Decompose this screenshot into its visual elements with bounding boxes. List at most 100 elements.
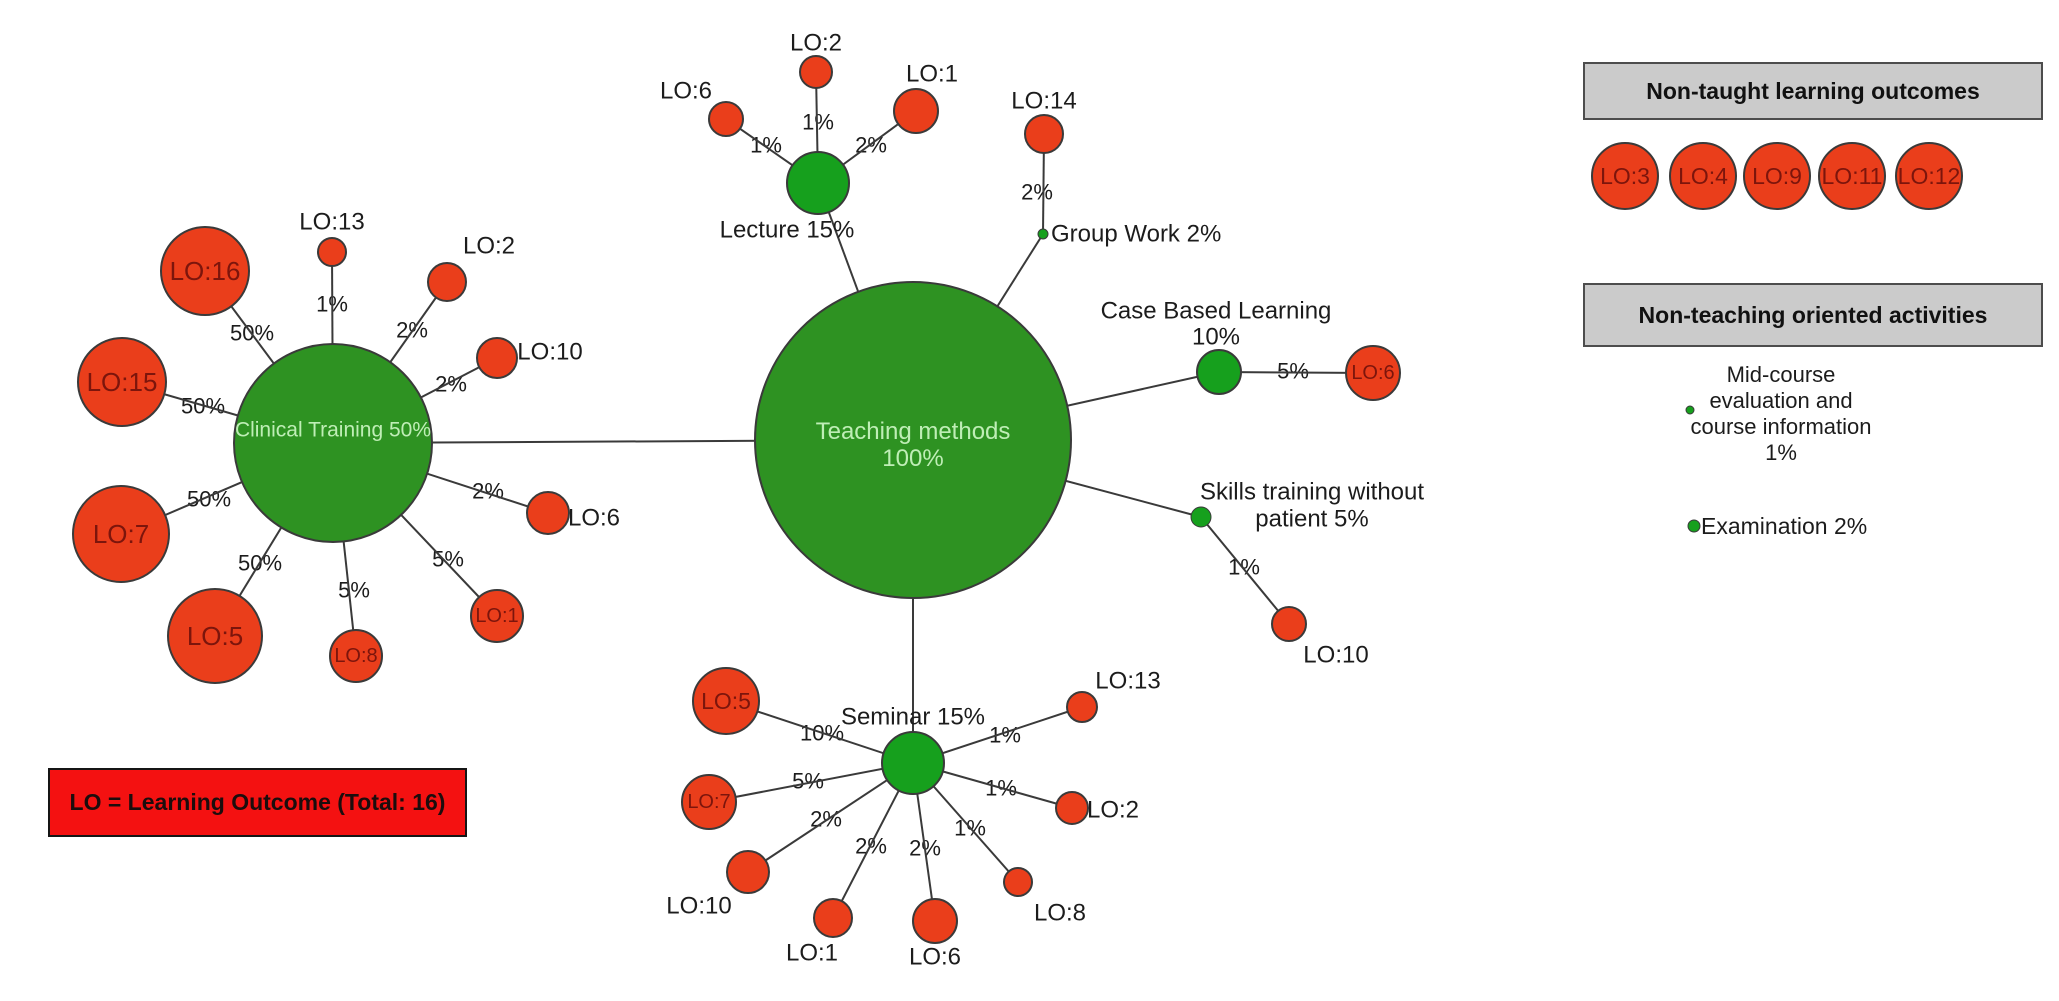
edge-label-seminar-sem-lo13: 1% xyxy=(989,723,1021,748)
edge-seminar-sem-lo10 xyxy=(747,762,914,873)
edge-label-cbl-cbl-lo6: 5% xyxy=(1277,359,1309,384)
node-lecture xyxy=(786,151,850,215)
examination-label: Examination 2% xyxy=(1701,513,1868,539)
node-label-skills: patient 5% xyxy=(1255,506,1368,533)
node-nt-lo11 xyxy=(1818,142,1886,210)
edge-seminar-sem-lo7 xyxy=(708,762,914,803)
node-label-lecture: Lecture 15% xyxy=(720,217,855,244)
node-dot-midcourse xyxy=(1685,405,1695,415)
midcourse-line-2: evaluation and xyxy=(1709,388,1853,413)
edge-label-clinical-cl-lo6: 2% xyxy=(472,479,504,504)
node-label-sem-lo13: LO:13 xyxy=(1095,668,1160,695)
node-label-skills: Skills training without xyxy=(1200,479,1424,506)
node-cl-lo1 xyxy=(470,589,524,643)
midcourse-line-1: Mid-course xyxy=(1726,362,1836,387)
node-cl-lo7 xyxy=(72,485,170,583)
node-label-sem-lo10: LO:10 xyxy=(666,893,731,920)
node-label-sem-lo5: LO:5 xyxy=(701,688,751,714)
node-cl-lo8 xyxy=(329,629,383,683)
node-label-sem-lo2: LO:2 xyxy=(1087,797,1139,824)
node-label-clinical: Clinical Training 50% xyxy=(235,419,431,442)
node-label-lec-lo2: LO:2 xyxy=(790,30,842,57)
node-label-teaching: 100% xyxy=(882,445,943,472)
non-teaching-activities-title: Non-teaching oriented activities xyxy=(1638,301,1988,328)
node-seminar xyxy=(881,731,945,795)
node-label-sem-lo8: LO:8 xyxy=(1034,900,1086,927)
node-label-lo14: LO:14 xyxy=(1011,88,1076,115)
node-sem-lo10 xyxy=(726,850,770,894)
node-label-sk-lo10: LO:10 xyxy=(1303,642,1368,669)
node-label-cl-lo10: LO:10 xyxy=(517,339,582,366)
midcourse-evaluation-label: Mid-course evaluation and course informa… xyxy=(1621,362,1941,466)
node-teaching xyxy=(754,281,1072,599)
node-label-lec-lo1: LO:1 xyxy=(906,61,958,88)
node-lec-lo1 xyxy=(893,88,939,134)
node-label-nt-lo12: LO:12 xyxy=(1898,163,1961,189)
node-nt-lo3 xyxy=(1591,142,1659,210)
node-label-cbl: 10% xyxy=(1192,324,1240,351)
node-lec-lo2 xyxy=(799,55,833,89)
node-label-cbl: Case Based Learning xyxy=(1101,298,1332,325)
node-groupwork xyxy=(1037,228,1049,240)
node-label-cbl-lo6: LO:6 xyxy=(1351,362,1394,384)
node-cl-lo5 xyxy=(167,588,263,684)
node-sem-lo13 xyxy=(1066,691,1098,723)
node-nt-lo4 xyxy=(1669,142,1737,210)
node-label-sem-lo6: LO:6 xyxy=(909,944,961,971)
node-label-teaching: Teaching methods xyxy=(816,418,1011,445)
node-label-cl-lo15: LO:15 xyxy=(87,367,158,397)
non-taught-outcomes-header: Non-taught learning outcomes xyxy=(1583,62,2043,120)
node-label-lec-lo6: LO:6 xyxy=(660,78,712,105)
node-cl-lo16 xyxy=(160,226,250,316)
node-sem-lo5 xyxy=(692,667,760,735)
node-lo14 xyxy=(1024,114,1064,154)
node-label-cl-lo2: LO:2 xyxy=(463,233,515,260)
edge-label-groupwork-lo14: 2% xyxy=(1021,180,1053,205)
midcourse-line-3: course information xyxy=(1690,414,1872,439)
node-label-cl-lo8: LO:8 xyxy=(334,645,377,667)
midcourse-line-4: 1% xyxy=(1765,440,1797,465)
node-label-nt-lo9: LO:9 xyxy=(1752,163,1802,189)
node-clinical xyxy=(233,343,433,543)
node-label-sem-lo7: LO:7 xyxy=(687,791,730,813)
node-sk-lo10 xyxy=(1271,606,1307,642)
node-label-nt-lo4: LO:4 xyxy=(1678,163,1728,189)
node-cl-lo10 xyxy=(476,337,518,379)
node-cl-lo6 xyxy=(526,491,570,535)
node-label-cl-lo7: LO:7 xyxy=(93,519,149,549)
node-cbl xyxy=(1196,349,1242,395)
node-nt-lo12 xyxy=(1895,142,1963,210)
node-dot-exam xyxy=(1687,519,1701,533)
node-cl-lo15 xyxy=(77,337,167,427)
node-label-cl-lo5: LO:5 xyxy=(187,621,243,651)
node-skills xyxy=(1190,506,1212,528)
edge-label-skills-sk-lo10: 1% xyxy=(1228,555,1260,580)
non-teaching-activities-header: Non-teaching oriented activities xyxy=(1583,283,2043,347)
edge-skills-sk-lo10 xyxy=(1200,516,1290,625)
node-lec-lo6 xyxy=(708,101,744,137)
node-label-cl-lo1: LO:1 xyxy=(475,605,518,627)
lo-legend-box: LO = Learning Outcome (Total: 16) xyxy=(48,768,467,837)
non-taught-outcomes-title: Non-taught learning outcomes xyxy=(1646,77,1980,104)
node-nt-lo9 xyxy=(1743,142,1811,210)
node-sem-lo2 xyxy=(1055,791,1089,825)
node-label-seminar: Seminar 15% xyxy=(841,704,985,731)
node-label-cl-lo6: LO:6 xyxy=(568,505,620,532)
node-sem-lo7 xyxy=(681,774,737,830)
node-label-cl-lo16: LO:16 xyxy=(170,256,241,286)
node-label-nt-lo3: LO:3 xyxy=(1600,163,1650,189)
edge-labels-layer: 50%1%2%50%2%50%2%50%5%5%1%1%2%2%5%1%10%5… xyxy=(181,110,1309,861)
edge-label-clinical-cl-lo8: 5% xyxy=(338,578,370,603)
node-circles-layer xyxy=(72,55,1963,944)
node-label-cl-lo13: LO:13 xyxy=(299,209,364,236)
node-cbl-lo6 xyxy=(1345,345,1401,401)
node-cl-lo13 xyxy=(317,237,347,267)
node-sem-lo1 xyxy=(813,898,853,938)
node-label-groupwork: Group Work 2% xyxy=(1051,221,1221,248)
node-sem-lo8 xyxy=(1003,867,1033,897)
node-label-nt-lo11: LO:11 xyxy=(1822,163,1883,189)
node-sem-lo6 xyxy=(912,898,958,944)
node-label-sem-lo1: LO:1 xyxy=(786,940,838,967)
